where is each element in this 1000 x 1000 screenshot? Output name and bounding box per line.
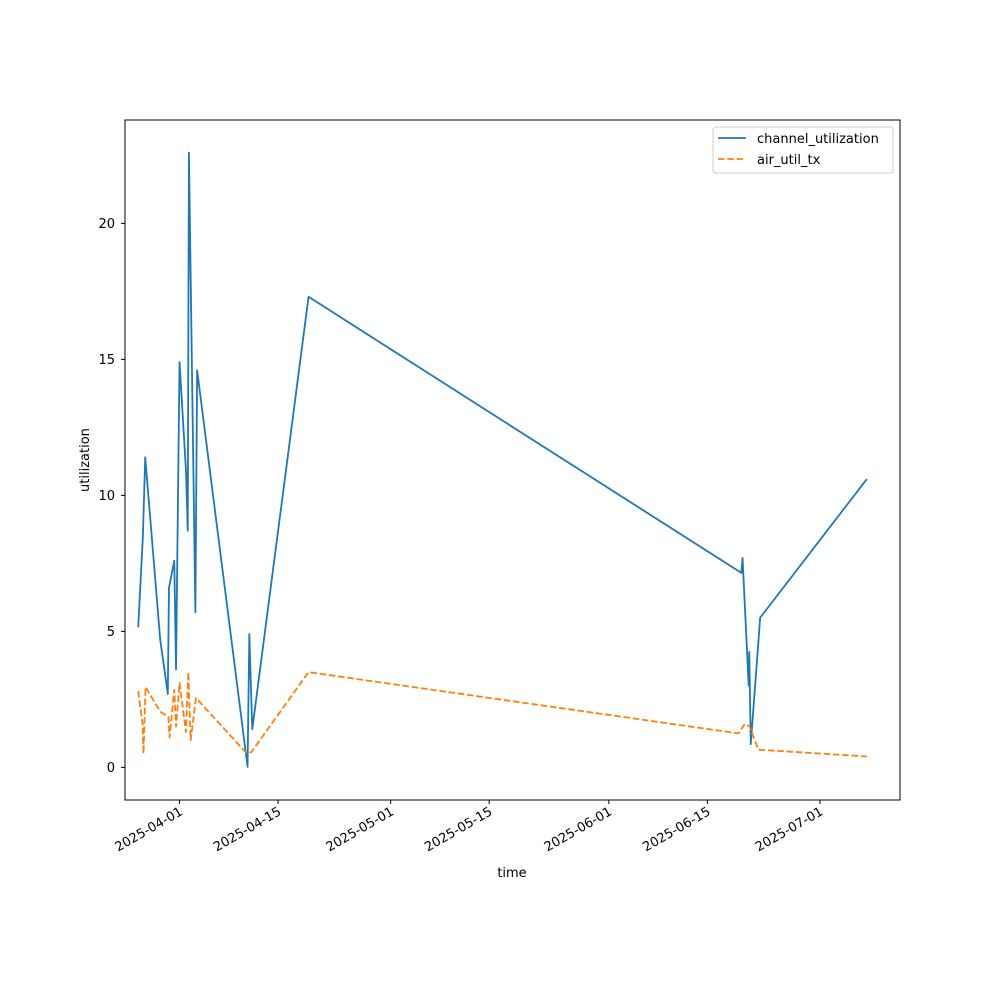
y-tick-label: 5 bbox=[107, 625, 115, 640]
y-tick-label: 0 bbox=[107, 761, 115, 776]
x-tick-label: 2025-06-15 bbox=[640, 804, 713, 855]
series-line-channel-utilization bbox=[137, 151, 868, 768]
legend-label-channel-utilization: channel_utilization bbox=[757, 132, 879, 147]
x-tick-label: 2025-05-15 bbox=[422, 804, 495, 855]
y-tick-label: 10 bbox=[98, 489, 115, 504]
x-axis-label: time bbox=[497, 866, 526, 881]
y-tick-label: 15 bbox=[98, 353, 115, 368]
series-line-air-util-tx bbox=[137, 671, 867, 758]
y-axis-ticks: 0 5 10 15 20 bbox=[98, 217, 125, 776]
x-tick-label: 2025-07-01 bbox=[753, 804, 826, 855]
x-tick-label: 2025-04-15 bbox=[211, 804, 284, 855]
legend: channel_utilization air_util_tx bbox=[712, 126, 894, 174]
y-axis-label: utilization bbox=[78, 428, 93, 492]
x-tick-label: 2025-05-01 bbox=[324, 804, 397, 855]
series-layer bbox=[137, 151, 868, 768]
plot-frame bbox=[124, 119, 901, 801]
legend-label-air-util-tx: air_util_tx bbox=[757, 153, 821, 168]
legend-box bbox=[712, 126, 894, 174]
x-tick-label: 2025-04-01 bbox=[113, 804, 186, 855]
x-axis-ticks: 2025-04-01 2025-04-15 2025-05-01 2025-05-15… bbox=[113, 800, 826, 855]
plot-area bbox=[125, 120, 900, 800]
y-tick-label: 20 bbox=[98, 217, 115, 232]
x-tick-label: 2025-06-01 bbox=[542, 804, 615, 855]
